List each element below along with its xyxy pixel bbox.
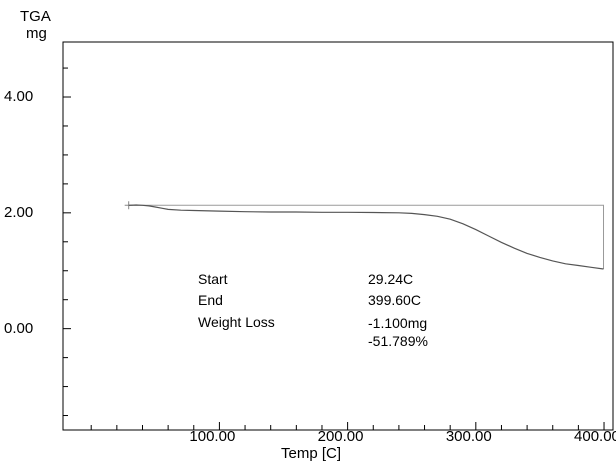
y-tick-label: 4.00	[4, 88, 34, 105]
instrument-label: TGA	[20, 8, 51, 25]
y-axis-label: mg	[26, 25, 47, 42]
annotation-end-label: End	[198, 292, 223, 308]
y-tick-label: 0.00	[4, 319, 34, 337]
y-tick-label: 2.00	[4, 203, 34, 221]
x-axis-label: Temp [C]	[281, 445, 342, 462]
annotation-end-value: 399.60C	[368, 292, 421, 308]
y-axis-ticks	[63, 67, 71, 417]
x-tick-label: 100.00	[189, 428, 236, 445]
x-tick-label: 300.00	[445, 428, 492, 445]
tga-curve	[128, 204, 604, 270]
x-axis-ticks	[90, 422, 605, 430]
annotation-weight-loss-percent: -51.789%	[368, 333, 428, 349]
x-tick-label: 400.00	[574, 428, 616, 445]
annotation-start-label: Start	[198, 271, 228, 287]
weight-loss-bracket	[128, 204, 605, 270]
x-tick-label: 200.00	[317, 428, 364, 445]
plot-frame	[62, 41, 614, 431]
annotation-weight-loss-mg: -1.100mg	[368, 315, 428, 331]
annotation-weight-loss-label: Weight Loss	[198, 314, 275, 330]
annotation-start-value: 29.24C	[368, 271, 414, 287]
